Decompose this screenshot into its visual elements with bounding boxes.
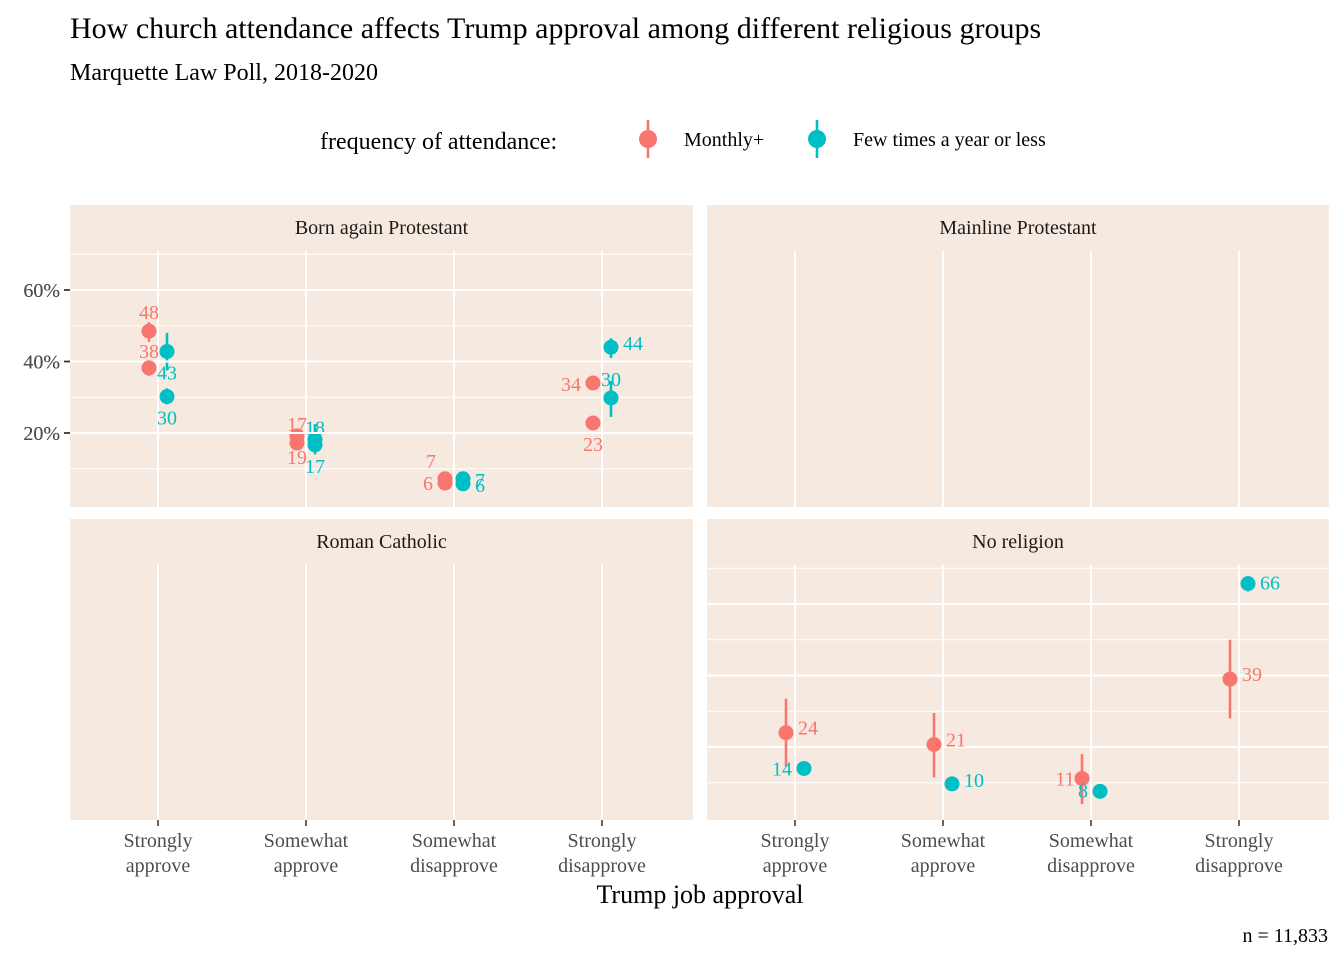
panel-background [707, 205, 1329, 507]
data-point [585, 415, 601, 431]
data-label: 39 [1242, 664, 1262, 686]
data-label: 7 [426, 451, 436, 473]
data-point [1222, 671, 1238, 687]
facet-panels: Born again Protestant 20% 40% 60% 48 19 6 23 43 1… [23, 205, 1329, 877]
facet-strip-label: Roman Catholic [316, 531, 447, 553]
x-tick-label: Somewhat [1049, 830, 1134, 852]
x-tick-label: Somewhat [412, 830, 497, 852]
x-axis-title: Trump job approval [596, 880, 803, 909]
legend-label-monthly: Monthly+ [684, 129, 764, 151]
facet-strip-label: Born again Protestant [295, 217, 469, 239]
data-point [455, 471, 471, 487]
data-point [1074, 770, 1090, 786]
data-point [778, 725, 794, 741]
data-point [307, 437, 323, 453]
facet-strip-label: Mainline Protestant [939, 217, 1097, 239]
data-point [141, 360, 157, 376]
chart-subtitle: Marquette Law Poll, 2018-2020 [70, 60, 378, 86]
facet-strip-label: No religion [972, 531, 1064, 553]
data-point [159, 343, 175, 359]
data-label: 34 [561, 374, 581, 396]
facet-panel: Roman Catholic 20% 40% 60% Strongly approve So… [23, 280, 693, 877]
data-point [1240, 576, 1256, 592]
y-tick-label: 60% [23, 280, 60, 302]
x-tick-label: approve [126, 855, 191, 877]
data-label: 8 [1078, 780, 1088, 802]
data-label: 6 [475, 475, 485, 497]
data-label: 17 [305, 456, 325, 478]
data-label: 30 [601, 369, 621, 391]
x-tick-label: Somewhat [264, 830, 349, 852]
data-point [796, 760, 812, 776]
x-tick-label: Strongly [1205, 830, 1274, 852]
data-point [926, 736, 942, 752]
x-tick-label: approve [274, 855, 339, 877]
legend-item-few-times: Few times a year or less [808, 120, 1046, 158]
legend-item-monthly: Monthly+ [639, 120, 764, 158]
x-tick-label: disapprove [1047, 855, 1135, 877]
y-tick-label: 40% [23, 352, 60, 374]
caption: n = 11,833 [1242, 925, 1328, 947]
data-label: 21 [946, 729, 966, 751]
x-tick-label: approve [911, 855, 976, 877]
y-tick-label: 60% [23, 280, 60, 302]
data-label: 66 [1260, 573, 1280, 595]
data-point [141, 323, 157, 339]
x-tick-label: disapprove [1195, 855, 1283, 877]
data-label: 18 [305, 417, 325, 439]
data-label: 7 [475, 470, 485, 492]
data-label: 17 [287, 414, 307, 436]
data-point [603, 339, 619, 355]
facet-panel: Born again Protestant 20% 40% 60% 48 19 6 23 43 1… [23, 205, 693, 507]
data-label: 10 [964, 770, 984, 792]
data-label: 38 [139, 341, 159, 363]
data-label: 43 [157, 362, 177, 384]
data-label: 11 [1055, 768, 1074, 790]
data-point [437, 471, 453, 487]
y-tick-label: 20% [23, 423, 60, 445]
y-tick-label: 20% [23, 423, 60, 445]
legend: frequency of attendance: Monthly+ Few ti… [320, 120, 1046, 158]
data-label: 48 [139, 302, 159, 324]
y-tick-label: 40% [23, 352, 60, 374]
x-tick-label: approve [763, 855, 828, 877]
x-tick-label: Strongly [761, 830, 830, 852]
data-point [603, 390, 619, 406]
x-tick-label: Strongly [568, 830, 637, 852]
data-point [159, 389, 175, 405]
data-point [1092, 783, 1108, 799]
data-label: 24 [798, 718, 818, 740]
panel-background [70, 519, 693, 820]
data-label: 6 [423, 473, 433, 495]
data-label: 19 [287, 447, 307, 469]
chart-title: How church attendance affects Trump appr… [70, 12, 1041, 45]
x-tick-label: disapprove [558, 855, 646, 877]
data-label: 23 [583, 434, 603, 456]
legend-title: frequency of attendance: [320, 129, 557, 155]
facet-panel: No religion Strongly approve Somewhat approv… [707, 519, 1329, 877]
panel-background [70, 205, 693, 507]
data-point [585, 375, 601, 391]
legend-key-monthly-point [639, 130, 657, 148]
legend-label-few-times: Few times a year or less [853, 129, 1046, 151]
x-tick-label: Strongly [124, 830, 193, 852]
x-tick-label: Somewhat [901, 830, 986, 852]
data-point [289, 435, 305, 451]
data-label: 30 [157, 408, 177, 430]
data-point [944, 776, 960, 792]
x-tick-label: disapprove [410, 855, 498, 877]
legend-key-few-times-point [808, 130, 826, 148]
data-label: 14 [772, 758, 792, 780]
data-label: 44 [623, 333, 643, 355]
